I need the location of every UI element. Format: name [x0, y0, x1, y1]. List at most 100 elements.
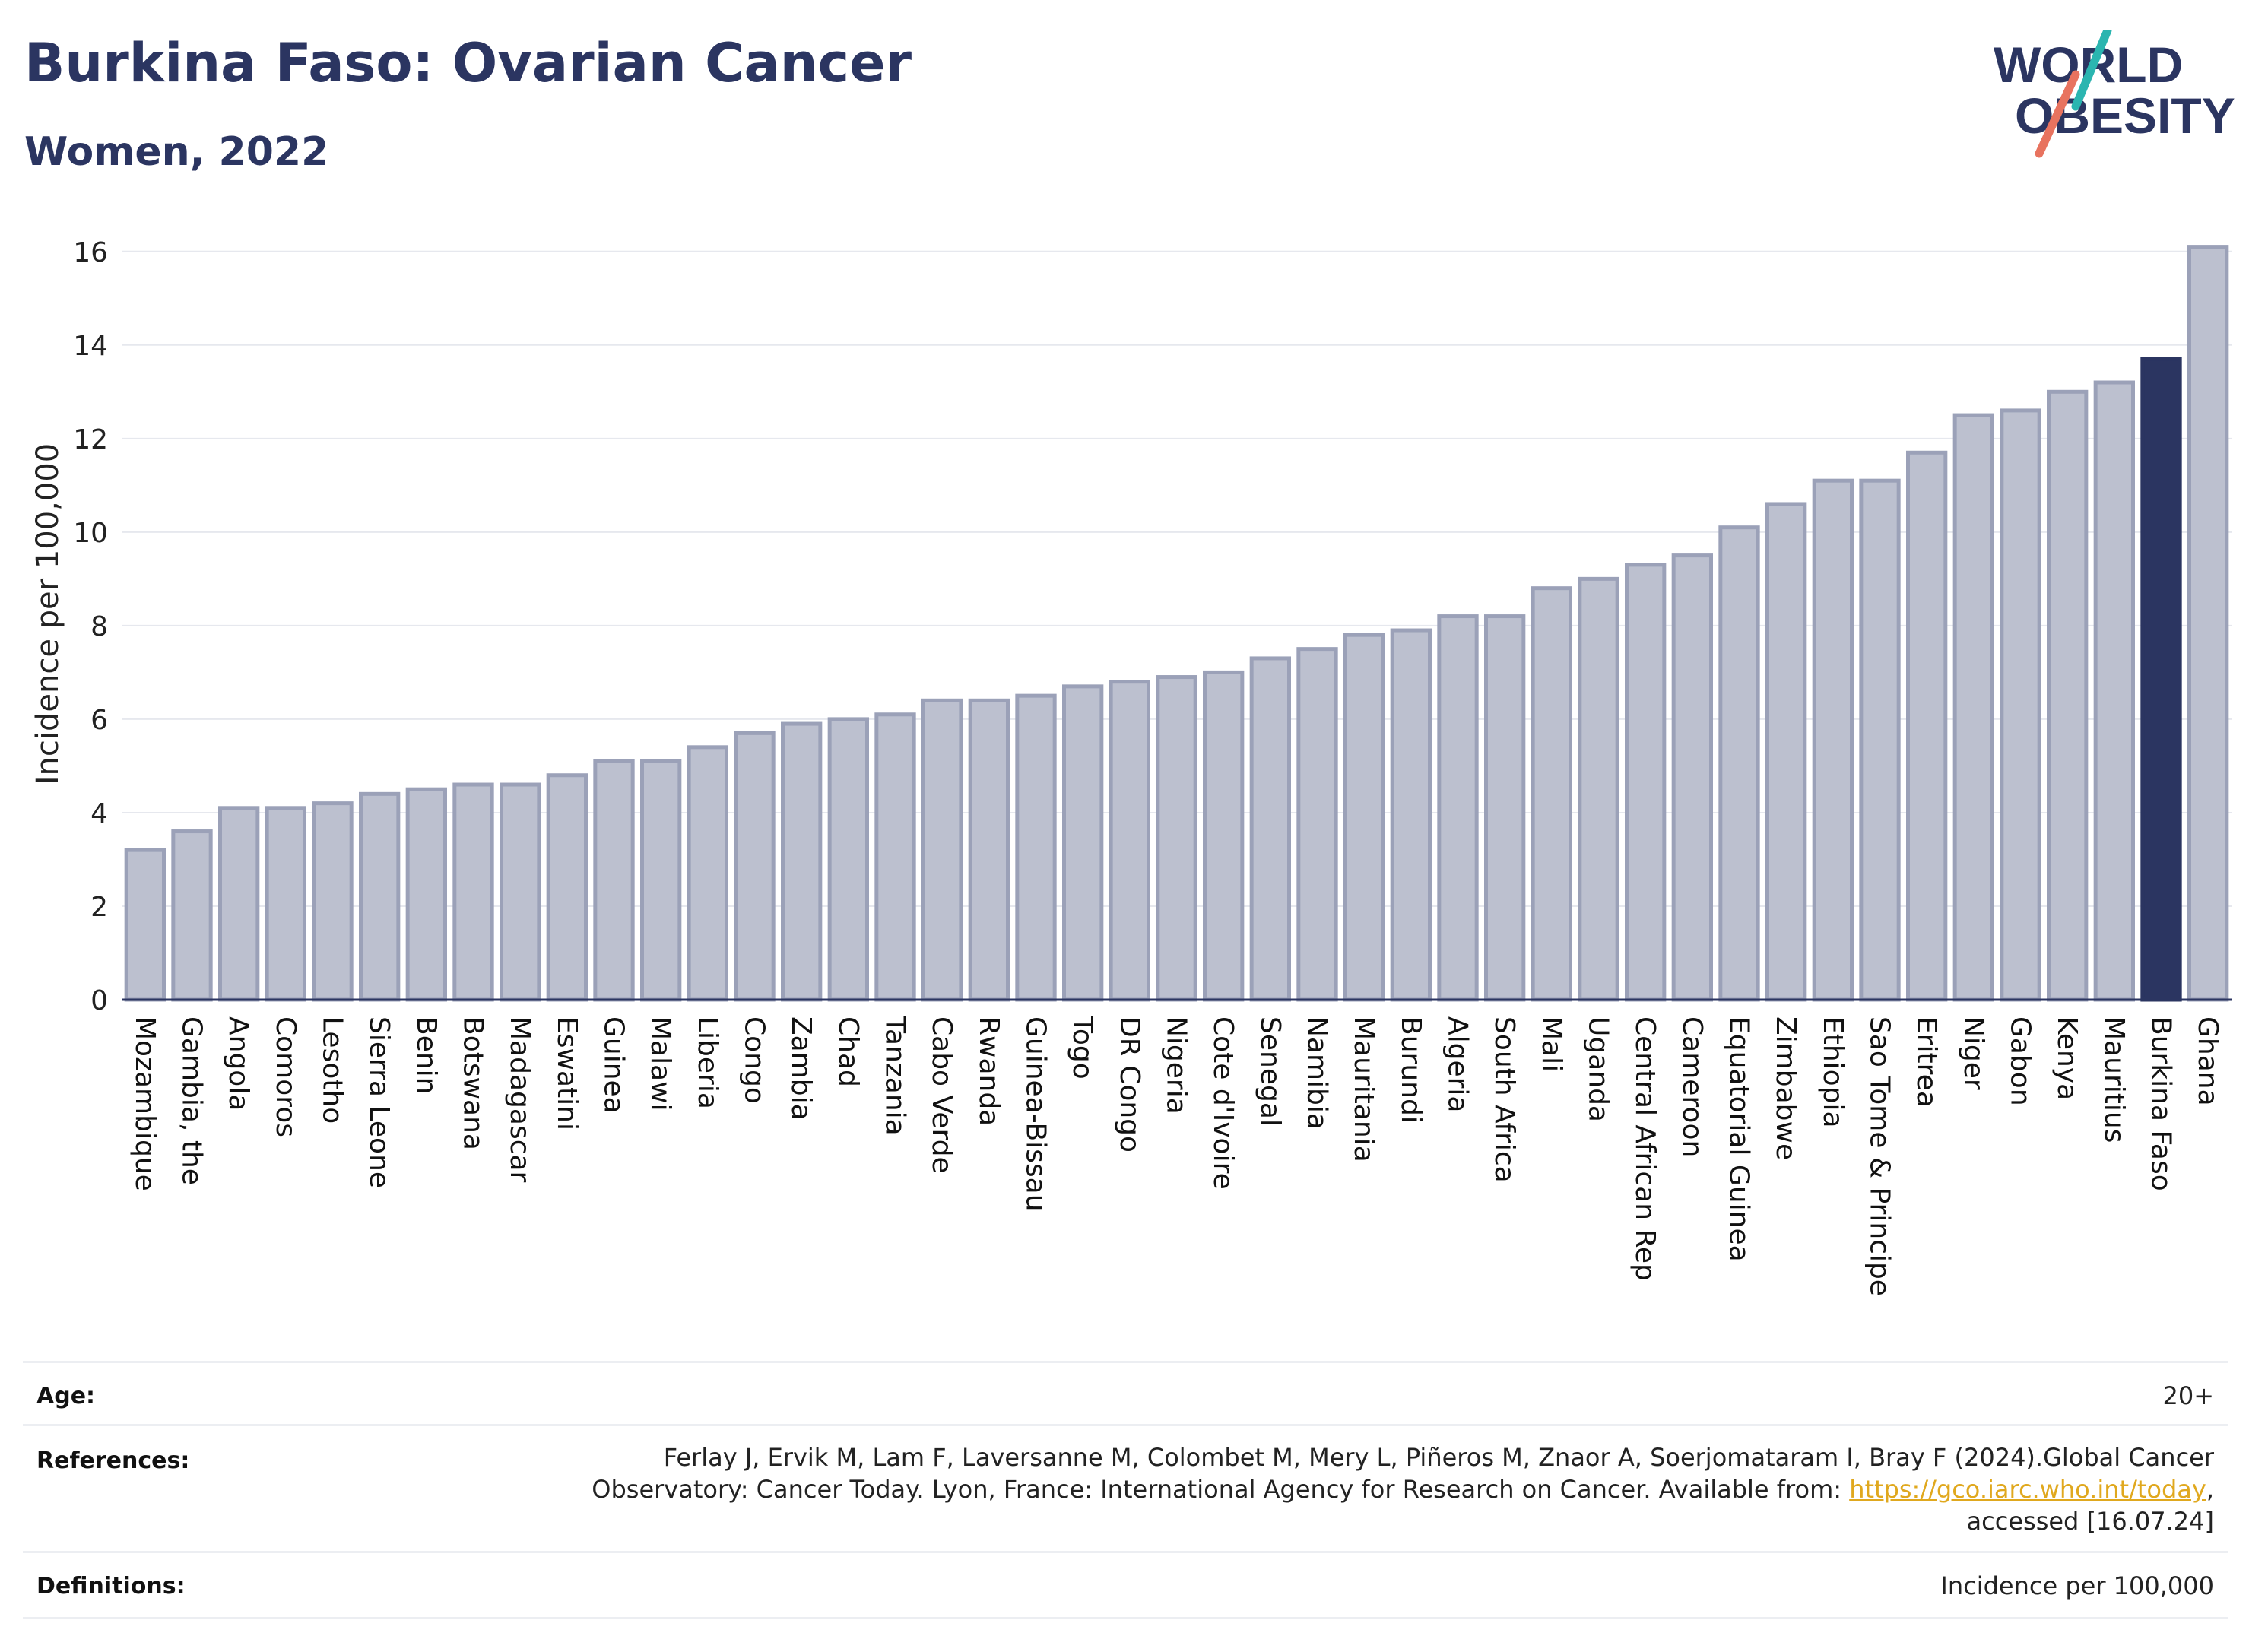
bar-zimbabwe [1765, 502, 1807, 1002]
bar-eswatini [546, 773, 588, 1002]
x-tick-label: Gambia, the [176, 1016, 208, 1185]
x-tick-label: Mauritania [1348, 1016, 1379, 1162]
world-obesity-logo: WORLD OBESITY [1994, 30, 2235, 158]
bar-botswana [452, 782, 494, 1002]
x-tick-label: Liberia [692, 1016, 723, 1109]
bar-eritrea [1906, 450, 1948, 1002]
x-tick-label: Comoros [270, 1016, 301, 1137]
x-tick-label: Guinea-Bissau [1020, 1016, 1052, 1212]
x-tick-label: Botswana [458, 1016, 489, 1150]
bar-central-african-rep [1625, 563, 1667, 1002]
x-tick-label: Niger [1958, 1016, 1989, 1090]
bar-guinea-bissau [1015, 693, 1057, 1002]
bar-lesotho [312, 801, 354, 1002]
x-tick-label: Madagascar [504, 1016, 535, 1183]
x-tick-label: Malawi [645, 1016, 676, 1111]
age-value: 20+ [2162, 1381, 2214, 1410]
y-tick-label: 16 [73, 237, 108, 268]
x-tick-label: South Africa [1489, 1016, 1520, 1183]
bar-burundi [1390, 628, 1432, 1002]
x-tick-label: Zimbabwe [1770, 1016, 1801, 1160]
x-tick-label: Ethiopia [1817, 1016, 1848, 1128]
references-line3: accessed [16.07.24] [1966, 1507, 2214, 1536]
definitions-value: Incidence per 100,000 [1940, 1571, 2214, 1600]
bar-mali [1531, 586, 1572, 1002]
x-tick-label: Mozambique [129, 1016, 160, 1191]
x-tick-label: Cabo Verde [926, 1016, 957, 1174]
page-subtitle: Women, 2022 [24, 129, 329, 175]
bar-liberia [687, 745, 729, 1002]
x-tick-label: Guinea [598, 1016, 630, 1114]
bar-comoros [265, 806, 306, 1002]
x-tick-label: Ghana [2192, 1016, 2223, 1106]
bar-chad [827, 717, 869, 1002]
x-tick-label: Togo [1067, 1016, 1098, 1080]
bar-benin [405, 787, 448, 1002]
bar-senegal [1249, 656, 1291, 1002]
references-label: References: [36, 1447, 190, 1474]
bar-mauritania [1343, 633, 1385, 1002]
bar-chart: 0 2 4 6 8 10 12 14 16 Incidence per 100,000 Mozamb… [30, 237, 2232, 1296]
bar-nigeria [1156, 675, 1197, 1002]
x-tick-label: Burkina Faso [2146, 1016, 2177, 1191]
bar-burkina-faso [2140, 357, 2182, 1002]
references-link[interactable]: https://gco.iarc.who.int/today [1849, 1475, 2206, 1504]
logo-slash-coral [2035, 70, 2080, 158]
y-tick-label: 4 [90, 798, 108, 829]
bar-cote-d-ivoire [1203, 670, 1245, 1002]
y-tick-label: 8 [90, 611, 108, 642]
definitions-label: Definitions: [36, 1573, 186, 1600]
bar-uganda [1578, 576, 1619, 1002]
x-tick-label: Kenya [2051, 1016, 2082, 1100]
bar-mauritius [2093, 380, 2136, 1002]
bar-sao-tome-principe [1859, 478, 1901, 1002]
x-tick-label: Lesotho [317, 1016, 348, 1124]
bar-ethiopia [1812, 478, 1854, 1002]
bar-congo [734, 731, 776, 1002]
x-tick-label: Rwanda [973, 1016, 1004, 1126]
bar-ghana [2187, 245, 2229, 1002]
bar-zambia [781, 721, 823, 1002]
references-row: References: Ferlay J, Ervik M, Lam F, La… [23, 1424, 2228, 1552]
bar-guinea [593, 759, 635, 1002]
x-tick-label: Mali [1536, 1016, 1567, 1072]
bar-algeria [1437, 614, 1479, 1002]
page-title: Burkina Faso: Ovarian Cancer [24, 32, 912, 94]
x-tick-label: Zambia [785, 1016, 817, 1121]
definitions-row: Definitions: Incidence per 100,000 [23, 1551, 2228, 1619]
bar-madagascar [500, 782, 541, 1002]
x-tick-label: Uganda [1583, 1016, 1614, 1122]
x-tick-label: Cameroon [1676, 1016, 1708, 1157]
bar-angola [218, 806, 260, 1002]
x-tick-label: Namibia [1302, 1016, 1333, 1130]
y-tick-label: 0 [90, 985, 108, 1016]
y-tick-label: 6 [90, 705, 108, 736]
x-tick-label: Chad [833, 1016, 864, 1087]
x-tick-label: Angola [223, 1016, 254, 1111]
x-tick-label: Tanzania [880, 1016, 911, 1136]
x-tick-label: Algeria [1442, 1016, 1473, 1113]
x-tick-label: Central African Rep [1629, 1016, 1661, 1281]
bar-cabo-verde [921, 698, 963, 1002]
x-tick-label: Burundi [1395, 1016, 1426, 1124]
bar-malawi [640, 759, 682, 1002]
x-tick-label: Gabon [2005, 1016, 2036, 1106]
y-axis-label: Incidence per 100,000 [30, 443, 65, 785]
bar-tanzania [874, 712, 916, 1002]
bar-dr-congo [1109, 680, 1150, 1002]
x-tick-label: Senegal [1255, 1016, 1286, 1127]
x-tick-label: DR Congo [1114, 1016, 1145, 1153]
bar-equatorial-guinea [1718, 525, 1760, 1002]
x-tick-label: Cote d'Ivoire [1207, 1016, 1239, 1190]
references-line2-post: , [2206, 1475, 2214, 1504]
y-tick-label: 2 [90, 892, 108, 923]
logo-slash-teal [2071, 30, 2112, 111]
bar-namibia [1296, 647, 1338, 1002]
bar-mozambique [124, 848, 167, 1002]
bar-rwanda [968, 698, 1010, 1002]
age-row: Age: 20+ [23, 1361, 2228, 1425]
x-tick-label: Mauritius [2098, 1016, 2130, 1143]
y-tick-label: 10 [73, 518, 108, 549]
bar-niger [1952, 413, 1995, 1002]
x-tick-label: Benin [411, 1016, 442, 1094]
